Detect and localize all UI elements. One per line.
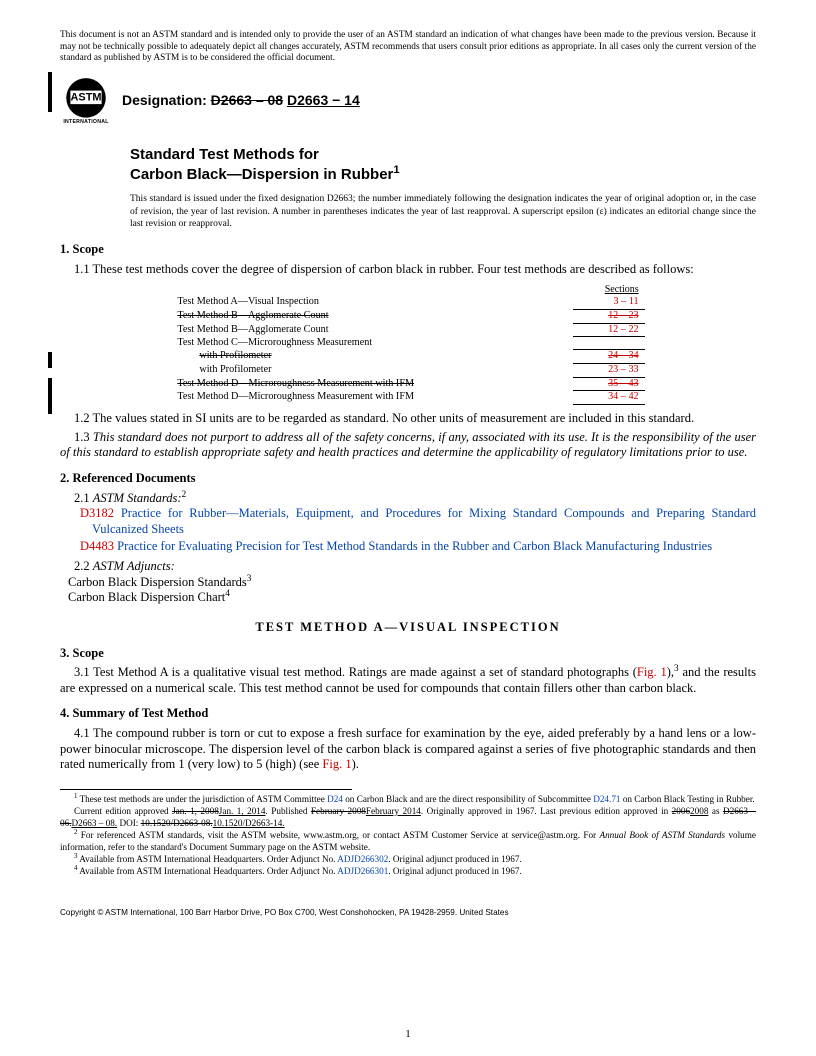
fn1d-new4: D2663 – 08.: [71, 818, 117, 828]
table-row: Test Method B—Agglomerate Count12 – 23: [171, 309, 644, 323]
fn1b: on Carbon Black and are the direct respo…: [343, 794, 593, 804]
fn4a: Available from ASTM International Headqu…: [77, 866, 337, 876]
fig1-link-b[interactable]: Fig. 1: [322, 757, 351, 771]
fn1d-old5: 10.1520/D2663-08.: [141, 818, 213, 828]
title-sup: 1: [393, 164, 399, 176]
sec2-heading: 2. Referenced Documents: [60, 471, 756, 487]
sec4-1: 4.1 The compound rubber is torn or cut t…: [60, 726, 756, 773]
fn1d-new1: Jan. 1, 2014: [219, 806, 266, 816]
ref-d4483: D4483 Practice for Evaluating Precision …: [80, 539, 756, 555]
astm-logo: ASTM INTERNATIONAL: [60, 75, 112, 127]
adj1-text: Carbon Black Dispersion Standards: [68, 575, 247, 589]
sec4-1a: 4.1 The compound rubber is torn or cut t…: [60, 726, 756, 771]
ref2-code[interactable]: D4483: [80, 539, 114, 553]
fn1-link1[interactable]: D24: [327, 794, 343, 804]
table-row: Test Method D—Microroughness Measurement…: [171, 377, 644, 391]
fn3: 3 Available from ASTM International Head…: [60, 854, 756, 866]
sec4-heading: 4. Summary of Test Method: [60, 706, 756, 722]
fn1c: on Carbon Black Testing in Rubber.: [621, 794, 755, 804]
sec2-2-title: ASTM Adjuncts:: [93, 559, 175, 573]
sec2-2: 2.2 ASTM Adjuncts:: [60, 559, 756, 575]
fn4b: . Original adjunct produced in 1967.: [388, 866, 521, 876]
fn1d-e: DOI:: [117, 818, 140, 828]
issuance-note: This standard is issued under the fixed …: [130, 193, 756, 230]
fn2-ital: Annual Book of ASTM Standards: [599, 830, 725, 840]
fn1d-old1: Jan. 1, 2008: [172, 806, 219, 816]
fn1d-old3: 2006: [672, 806, 690, 816]
fn2a: For referenced ASTM standards, visit the…: [77, 830, 599, 840]
sec3-1b: ),: [667, 665, 674, 679]
title-line2: Carbon Black—Dispersion in Rubber: [130, 166, 393, 183]
sec2-1-sup: 2: [182, 489, 187, 499]
fn3b: . Original adjunct produced in 1967.: [388, 854, 521, 864]
fn1d-new5: 10.1520/D2663-14.: [213, 818, 285, 828]
sec2-1-label: 2.1: [74, 491, 93, 505]
sec3-heading: 3. Scope: [60, 646, 756, 662]
fn1d-new3: 2008: [690, 806, 708, 816]
sec2-1: 2.1 ASTM Standards:2: [60, 491, 756, 507]
designation-old: D2663 – 08: [211, 92, 283, 108]
fn2: 2 For referenced ASTM standards, visit t…: [60, 830, 756, 854]
method-a-title: TEST METHOD A—VISUAL INSPECTION: [60, 620, 756, 636]
fn1: 1 These test methods are under the juris…: [60, 794, 756, 806]
designation-new: D2663 − 14: [287, 92, 360, 108]
sec4-1b: ).: [352, 757, 359, 771]
sec3-1a: 3.1 Test Method A is a qualitative visua…: [74, 665, 637, 679]
adj1: Carbon Black Dispersion Standards3: [68, 575, 756, 591]
table-row: with Profilometer24 – 34: [171, 350, 644, 364]
title-line1: Standard Test Methods for: [130, 146, 319, 163]
svg-text:INTERNATIONAL: INTERNATIONAL: [63, 119, 109, 125]
designation: Designation: D2663 – 08 D2663 − 14: [122, 92, 360, 110]
adj2: Carbon Black Dispersion Chart4: [68, 590, 756, 606]
copyright: Copyright © ASTM International, 100 Barr…: [60, 908, 756, 918]
change-bar-3: [48, 378, 52, 414]
sec1-3-body: This standard does not purport to addres…: [60, 430, 756, 460]
fn1a: These test methods are under the jurisdi…: [77, 794, 327, 804]
sec1-1: 1.1 These test methods cover the degree …: [60, 262, 756, 278]
ref1-text[interactable]: Practice for Rubber—Materials, Equipment…: [92, 506, 756, 536]
fn1-link2[interactable]: D24.71: [593, 794, 620, 804]
fn4: 4 Available from ASTM International Head…: [60, 866, 756, 878]
fn4-link[interactable]: ADJD266301: [337, 866, 388, 876]
fn3a: Available from ASTM International Headqu…: [77, 854, 337, 864]
table-row: Test Method B—Agglomerate Count12 – 22: [171, 323, 644, 337]
sec1-2: 1.2 The values stated in SI units are to…: [60, 411, 756, 427]
adj2-text: Carbon Black Dispersion Chart: [68, 590, 225, 604]
designation-label: Designation:: [122, 92, 207, 108]
ref1-code[interactable]: D3182: [80, 506, 114, 520]
fn3-link[interactable]: ADJD266302: [337, 854, 388, 864]
disclaimer-text: This document is not an ASTM standard an…: [60, 30, 756, 65]
title-block: Standard Test Methods for Carbon Black—D…: [130, 145, 756, 186]
table-row: Test Method C—Microroughness Measurement: [171, 337, 644, 350]
ref2-text[interactable]: Practice for Evaluating Precision for Te…: [114, 539, 712, 553]
footnotes: 1 These test methods are under the juris…: [60, 794, 756, 878]
fig1-link-a[interactable]: Fig. 1: [637, 665, 667, 679]
sec1-3: 1.3 This standard does not purport to ad…: [60, 430, 756, 461]
header-row: ASTM INTERNATIONAL Designation: D2663 – …: [60, 75, 756, 127]
fn1d-d: as: [708, 806, 723, 816]
change-bar-1: [48, 72, 52, 112]
table-row: with Profilometer23 – 33: [171, 363, 644, 377]
change-bar-2: [48, 352, 52, 368]
adj2-sup: 4: [225, 589, 230, 599]
fn1d-a: Current edition approved: [74, 806, 172, 816]
doc-title: Standard Test Methods for Carbon Black—D…: [130, 145, 756, 186]
fn1d-c: . Originally approved in 1967. Last prev…: [421, 806, 672, 816]
table-row: Test Method A—Visual Inspection3 – 11: [171, 296, 644, 309]
ref-d3182: D3182 Practice for Rubber—Materials, Equ…: [80, 506, 756, 537]
sec3-1: 3.1 Test Method A is a qualitative visua…: [60, 665, 756, 696]
sec2-1-title: ASTM Standards:: [93, 491, 182, 505]
svg-text:ASTM: ASTM: [71, 91, 102, 103]
fn1d-old2: February 2008: [311, 806, 366, 816]
fn1d-b: . Published: [266, 806, 311, 816]
adj1-sup: 3: [247, 574, 252, 584]
fn1d-new2: February 2014: [366, 806, 421, 816]
fn1-edition: Current edition approved Jan. 1, 2008Jan…: [60, 806, 756, 830]
page-number: 1: [0, 1028, 816, 1042]
table-header: Sections: [573, 284, 645, 297]
methods-table: Sections Test Method A—Visual Inspection…: [171, 284, 644, 406]
sec1-heading: 1. Scope: [60, 242, 756, 258]
table-row: Test Method D—Microroughness Measurement…: [171, 391, 644, 405]
sec2-2-label: 2.2: [74, 559, 93, 573]
